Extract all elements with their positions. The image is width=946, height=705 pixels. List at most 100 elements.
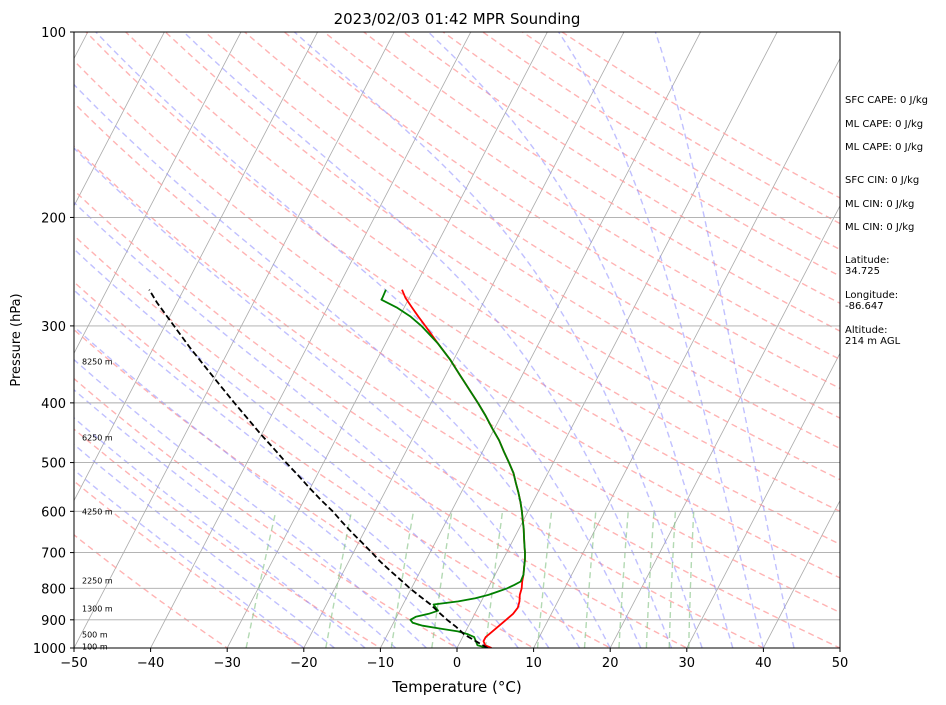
moist-adiabat-line xyxy=(74,417,366,648)
x-tick-label: 20 xyxy=(602,656,619,671)
dry-adiabat-line xyxy=(74,145,840,648)
y-tick-label: 500 xyxy=(41,457,66,472)
moist-adiabat-line xyxy=(95,32,642,648)
isotherm-line xyxy=(74,32,395,648)
x-axis-label: Temperature (°C) xyxy=(391,678,521,696)
x-tick-label: −40 xyxy=(137,656,164,671)
dry-adiabat-line xyxy=(204,32,840,450)
background-lines xyxy=(74,32,840,648)
mixing-ratio-line xyxy=(390,511,415,648)
mixing-ratio-line xyxy=(668,511,677,648)
isotherm-line xyxy=(74,32,242,355)
x-tick-label: −50 xyxy=(60,656,87,671)
ml-cin-text-2: ML CIN: 0 J/kg xyxy=(845,222,915,233)
dry-adiabat-line xyxy=(244,32,840,419)
y-tick-label: 900 xyxy=(41,614,66,629)
y-tick-label: 100 xyxy=(41,26,66,41)
mixing-ratio-line xyxy=(688,511,695,648)
x-tick-label: 10 xyxy=(525,656,542,671)
ml-cin-text: ML CIN: 0 J/kg xyxy=(845,199,915,210)
height-label: 6250 m xyxy=(82,433,113,442)
isotherm-line xyxy=(762,499,840,648)
chart-title: 2023/02/03 01:42 MPR Sounding xyxy=(334,10,581,28)
y-tick-label: 1000 xyxy=(33,642,66,657)
isotherm-line xyxy=(379,32,702,648)
dewpoint-line xyxy=(380,289,526,648)
latitude-label: Latitude: xyxy=(845,255,890,266)
x-tick-label: 40 xyxy=(755,656,772,671)
longitude-label: Longitude: xyxy=(845,290,899,301)
parcel-line xyxy=(148,289,489,648)
x-tick-label: 50 xyxy=(832,656,849,671)
isotherm-line xyxy=(456,32,778,648)
y-tick-label: 200 xyxy=(41,211,66,226)
isotherm-line xyxy=(226,32,548,648)
sfc-cin-text: SFC CIN: 0 J/kg xyxy=(845,175,920,186)
dry-adiabat-line xyxy=(74,59,840,579)
moist-adiabat-line xyxy=(74,147,581,648)
data-lines xyxy=(148,289,526,648)
moist-adiabat-line xyxy=(74,325,458,648)
dry-adiabat-line xyxy=(85,32,840,546)
height-label: 2250 m xyxy=(82,576,113,585)
ml-cape-text-2: ML CAPE: 0 J/kg xyxy=(845,142,924,153)
height-label: 100 m xyxy=(82,643,108,652)
y-tick-label: 700 xyxy=(41,547,66,562)
dry-adiabat-line xyxy=(74,328,536,648)
moist-adiabat-line xyxy=(74,289,489,648)
y-axis-ticks: 100 200 300 400 500 600 700 800 900 1000 xyxy=(33,26,74,657)
x-tick-label: −20 xyxy=(290,656,317,671)
sfc-cape-text: SFC CAPE: 0 J/kg xyxy=(845,95,928,106)
moist-adiabat-line xyxy=(74,443,335,648)
isotherm-line xyxy=(303,32,625,648)
isotherm-line xyxy=(150,32,472,648)
y-tick-label: 800 xyxy=(41,582,66,597)
height-label: 1300 m xyxy=(82,605,113,614)
dry-adiabat-line xyxy=(74,102,840,614)
mixing-ratio-line xyxy=(645,511,655,648)
dry-adiabat-line xyxy=(323,32,840,361)
moist-adiabat-line xyxy=(74,248,519,648)
longitude-value: -86.647 xyxy=(845,301,884,312)
isotherm-line xyxy=(74,32,319,502)
dry-adiabat-line xyxy=(74,533,229,648)
height-label: 4250 m xyxy=(82,507,113,516)
moist-adiabat-line xyxy=(74,468,305,648)
height-labels: 100 m 500 m 1300 m 2250 m 4250 m 6250 m 8250 m xyxy=(82,358,113,652)
moist-adiabat-line xyxy=(427,32,734,648)
isotherm-line xyxy=(609,205,840,648)
altitude-label: Altitude: xyxy=(845,325,888,336)
dry-adiabat-line xyxy=(164,32,840,481)
x-tick-label: 0 xyxy=(453,656,461,671)
x-axis-ticks: −50 −40 −30 −20 −10 0 10 20 30 40 50 xyxy=(60,648,848,671)
moist-adiabat-line xyxy=(183,32,673,648)
x-tick-label: 30 xyxy=(679,656,696,671)
moist-adiabat-line xyxy=(558,32,765,648)
dry-adiabat-line xyxy=(74,480,306,648)
dry-adiabat-line xyxy=(74,234,689,648)
altitude-value: 214 m AGL xyxy=(845,336,901,347)
moist-adiabat-line xyxy=(293,32,703,648)
moist-adiabat-line xyxy=(74,201,550,648)
y-axis-label: Pressure (hPa) xyxy=(9,293,24,386)
dry-adiabat-line xyxy=(402,32,840,305)
x-tick-label: −30 xyxy=(213,656,240,671)
dry-adiabat-line xyxy=(74,428,382,648)
height-label: 500 m xyxy=(82,630,108,639)
dry-adiabat-line xyxy=(283,32,840,390)
height-label: 8250 m xyxy=(82,358,113,367)
y-tick-label: 400 xyxy=(41,397,66,412)
dry-adiabat-line xyxy=(74,189,765,648)
latitude-value: 34.725 xyxy=(845,266,880,277)
isotherm-line xyxy=(686,352,840,648)
moist-adiabat-line xyxy=(654,32,795,648)
pressure-gridlines xyxy=(74,216,840,621)
y-tick-label: 600 xyxy=(41,505,66,520)
moist-adiabat-line xyxy=(74,358,427,648)
y-tick-label: 300 xyxy=(41,320,66,335)
x-tick-label: −10 xyxy=(367,656,394,671)
dry-adiabat-line xyxy=(74,281,612,648)
moist-adiabat-line xyxy=(74,83,611,648)
ml-cape-text: ML CAPE: 0 J/kg xyxy=(845,119,924,130)
